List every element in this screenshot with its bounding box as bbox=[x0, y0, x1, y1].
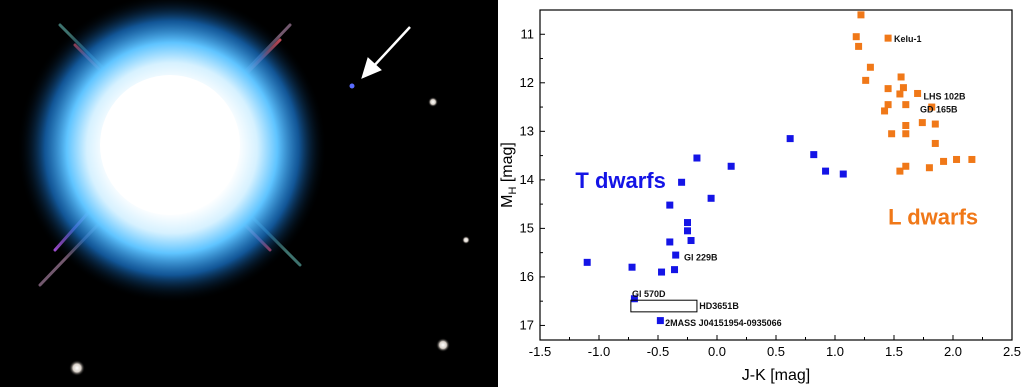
data-point bbox=[678, 178, 686, 186]
color-magnitude-chart: Kelu-1 LHS 102B GD 165B Gl 229B Gl 570D HD365… bbox=[499, 9, 1022, 384]
y-axis-title: MH [mag] bbox=[499, 142, 519, 208]
data-point bbox=[953, 155, 961, 163]
data-point bbox=[918, 119, 926, 127]
y-tick-label: 11 bbox=[521, 26, 535, 41]
data-point bbox=[968, 155, 976, 163]
point-annotation: Gl 570D bbox=[632, 289, 666, 299]
point-annotation: HD3651B bbox=[699, 301, 739, 311]
data-point bbox=[940, 157, 948, 165]
data-point bbox=[672, 251, 680, 259]
group-label: L dwarfs bbox=[888, 204, 978, 229]
data-point bbox=[855, 42, 863, 50]
y-axis-title-sub: H bbox=[507, 187, 519, 195]
data-point bbox=[902, 130, 910, 138]
axis-ticks: -1.5 -1.0 -0.5 0.0 0.5 1.0 1.5 2.0 2.5 11 12 13 14 15… bbox=[520, 26, 1022, 359]
y-tick-label: 14 bbox=[520, 172, 534, 187]
data-point bbox=[839, 170, 847, 178]
data-point bbox=[857, 11, 865, 19]
data-point bbox=[666, 201, 674, 209]
arrow-icon bbox=[361, 26, 411, 79]
series-t-dwarfs bbox=[583, 135, 847, 325]
data-point bbox=[810, 151, 818, 159]
data-point bbox=[925, 164, 933, 172]
point-annotation: 2MASS J04151954-0935066 bbox=[665, 318, 782, 328]
y-tick-label: 13 bbox=[520, 123, 534, 138]
data-point bbox=[628, 263, 636, 271]
x-tick-label: 1.5 bbox=[885, 344, 903, 359]
data-point bbox=[671, 266, 679, 274]
x-tick-label: 0.5 bbox=[767, 344, 785, 359]
star-core bbox=[100, 75, 240, 215]
star-photo bbox=[0, 0, 498, 387]
data-point bbox=[852, 33, 860, 41]
series-l-dwarfs bbox=[852, 11, 976, 175]
point-annotation: Gl 229B bbox=[684, 253, 718, 263]
data-point bbox=[684, 219, 691, 227]
x-tick-label: 1.0 bbox=[826, 344, 844, 359]
data-point bbox=[888, 130, 896, 138]
data-point bbox=[884, 34, 892, 42]
data-point bbox=[902, 122, 910, 129]
data-point bbox=[931, 120, 939, 128]
data-point bbox=[896, 90, 904, 98]
point-annotation: LHS 102B bbox=[924, 91, 967, 101]
y-axis-title-main: M bbox=[499, 195, 516, 208]
data-point bbox=[822, 167, 830, 175]
y-axis-title-unit: [mag] bbox=[499, 142, 516, 186]
data-point bbox=[897, 73, 905, 81]
data-point bbox=[902, 162, 910, 170]
data-point bbox=[881, 107, 889, 115]
data-point bbox=[896, 167, 904, 175]
data-point bbox=[727, 162, 735, 170]
data-point bbox=[914, 89, 922, 97]
y-tick-label: 17 bbox=[520, 317, 534, 332]
data-point bbox=[928, 103, 936, 111]
data-point bbox=[656, 317, 664, 325]
x-tick-label: 0.0 bbox=[708, 344, 726, 359]
background-star bbox=[462, 236, 470, 244]
x-tick-label: -1.0 bbox=[588, 344, 610, 359]
background-star bbox=[436, 338, 450, 352]
data-point bbox=[899, 84, 907, 92]
background-star bbox=[428, 97, 438, 107]
data-point bbox=[931, 139, 939, 147]
point-annotation: GD 165B bbox=[920, 104, 958, 114]
data-point bbox=[786, 135, 794, 143]
data-point bbox=[866, 63, 874, 71]
y-tick-label: 12 bbox=[520, 75, 534, 90]
data-point bbox=[583, 258, 591, 266]
chart-marks: Kelu-1 LHS 102B GD 165B Gl 229B Gl 570D HD365… bbox=[575, 11, 978, 328]
y-tick-label: 15 bbox=[520, 220, 534, 235]
data-point bbox=[658, 268, 666, 276]
data-point bbox=[862, 76, 870, 84]
y-tick-label: 16 bbox=[520, 269, 534, 284]
data-point bbox=[693, 154, 701, 162]
point-annotation: Kelu-1 bbox=[894, 34, 922, 44]
x-tick-label: -0.5 bbox=[647, 344, 669, 359]
x-tick-label: -1.5 bbox=[529, 344, 551, 359]
data-point bbox=[707, 194, 715, 202]
background-star bbox=[69, 360, 85, 376]
x-tick-label: 2.5 bbox=[1003, 344, 1021, 359]
data-point bbox=[884, 85, 892, 93]
group-label: T dwarfs bbox=[575, 168, 665, 193]
data-point bbox=[884, 101, 892, 109]
data-point bbox=[684, 227, 691, 235]
data-point bbox=[630, 295, 638, 303]
data-point bbox=[687, 237, 695, 245]
data-point bbox=[902, 101, 910, 109]
x-tick-label: 2.0 bbox=[944, 344, 962, 359]
x-axis-title: J-K [mag] bbox=[742, 367, 810, 384]
data-point bbox=[666, 238, 674, 246]
companion-dot bbox=[349, 83, 355, 89]
highlight-box bbox=[630, 299, 698, 313]
